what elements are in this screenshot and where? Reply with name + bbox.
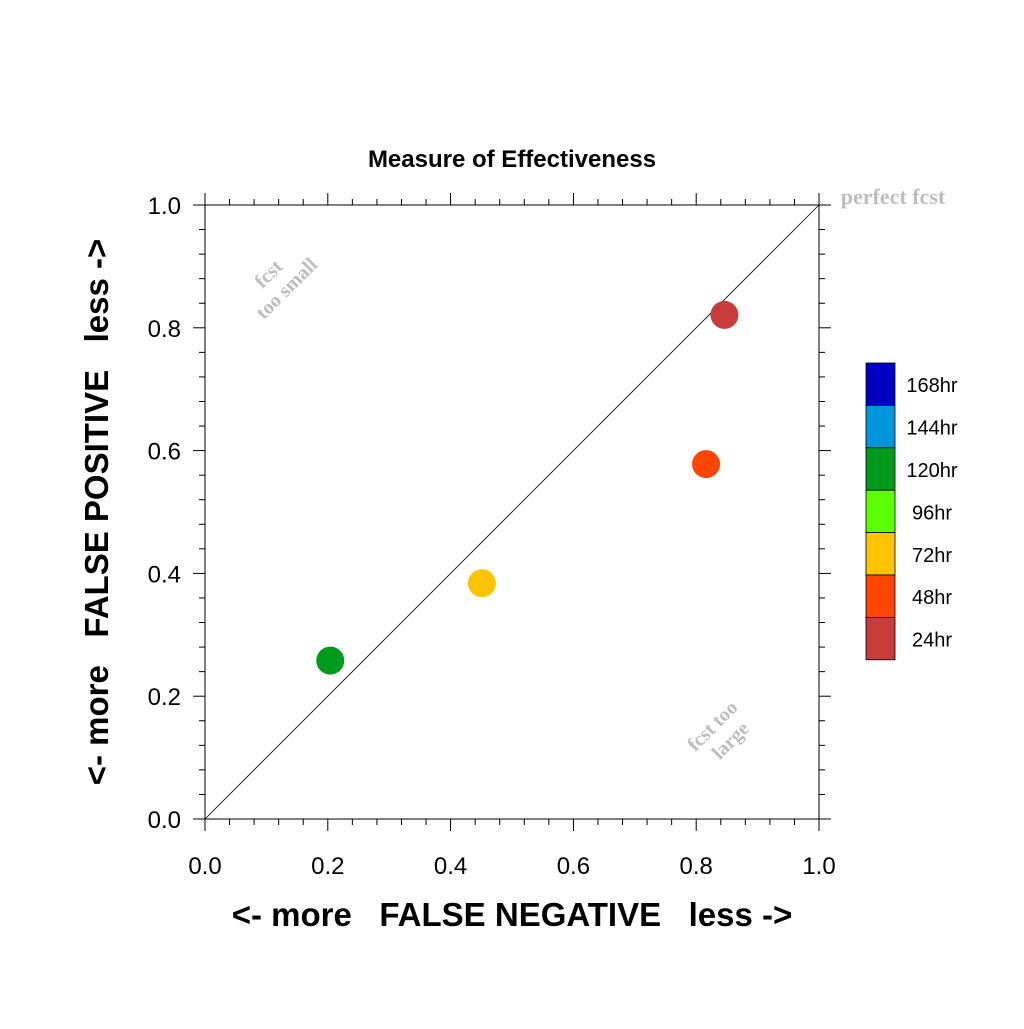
x-tick-label: 0.6 [557,853,590,880]
legend-label-168hr: 168hr [906,375,957,397]
y-tick-label: 0.6 [148,439,181,466]
y-tick-label: 0.2 [148,684,181,711]
legend-swatch-168hr [865,362,896,406]
legend-swatch-144hr [865,404,896,449]
perfect-forecast-label: perfect fcst [841,184,946,209]
point-72hr [467,569,496,598]
point-120hr [316,646,345,675]
y-tick-label: 0.0 [148,807,181,834]
plot-frame [204,204,820,820]
y-tick-label: 1.0 [148,193,181,220]
legend-label-144hr: 144hr [906,418,957,440]
y-tick-label: 0.4 [148,561,181,588]
legend: 168hr 144hr 120hr 96hr 72hr 48hr 24hr [865,362,958,661]
legend-swatch-24hr [865,617,896,661]
y-tick-label: 0.8 [148,316,181,343]
x-tick-label: 0.2 [311,853,344,880]
legend-label-72hr: 72hr [912,545,952,567]
x-tick-label: 0.8 [680,853,713,880]
legend-label-48hr: 48hr [912,587,952,609]
too-large-annotation: fcst too large [683,693,762,772]
legend-swatch-120hr [865,447,896,491]
point-24hr [710,300,739,329]
legend-swatch-72hr [865,532,896,576]
y-axis-label: <- more FALSE POSITIVE less -> [78,239,115,786]
legend-swatch-48hr [865,574,896,618]
too-small-annotation: fcst too small [235,237,322,324]
point-48hr [692,450,721,479]
legend-swatch-96hr [865,489,896,534]
plot-area: 0.0 0.2 0.4 0.6 0.8 1.0 0.0 0.2 0.4 0.6 0.8 1.0 [148,193,836,880]
x-tick-label: 0.0 [188,853,221,880]
x-tick-label: 0.4 [434,853,467,880]
legend-label-24hr: 24hr [912,630,952,652]
chart-title: Measure of Effectiveness [368,146,656,173]
x-axis-label: <- more FALSE NEGATIVE less -> [232,896,793,933]
x-tick-label: 1.0 [802,853,835,880]
legend-label-120hr: 120hr [906,460,957,482]
legend-label-96hr: 96hr [912,502,952,524]
